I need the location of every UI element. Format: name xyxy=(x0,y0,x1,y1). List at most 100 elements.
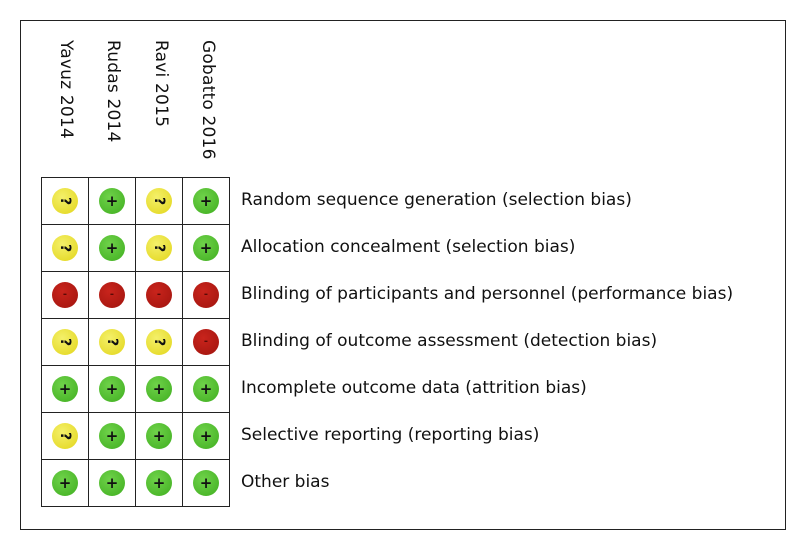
risk-symbol: + xyxy=(105,427,119,445)
risk-symbol: - xyxy=(109,289,115,300)
low-risk-icon: + xyxy=(193,470,219,496)
low-risk-icon: + xyxy=(146,423,172,449)
rating-cell: + xyxy=(88,412,136,460)
domain-label: Blinding of outcome assessment (detectio… xyxy=(241,331,658,351)
rating-cell: + xyxy=(41,459,89,507)
rating-cell: + xyxy=(88,459,136,507)
risk-symbol: + xyxy=(152,380,166,398)
rating-cell: - xyxy=(182,318,230,366)
domain-label: Allocation concealment (selection bias) xyxy=(241,237,576,257)
domain-row: ? +? + xyxy=(41,224,230,272)
rating-cell: ? xyxy=(88,318,136,366)
low-risk-icon: + xyxy=(52,376,78,402)
risk-symbol: + xyxy=(199,380,213,398)
risk-symbol: + xyxy=(199,239,213,257)
risk-symbol: + xyxy=(199,474,213,492)
low-risk-icon: + xyxy=(193,235,219,261)
rating-cell: ? xyxy=(41,318,89,366)
low-risk-icon: + xyxy=(52,470,78,496)
unclear-risk-icon: ? xyxy=(99,329,125,355)
rating-cell: + xyxy=(182,459,230,507)
rating-cell: + xyxy=(135,459,183,507)
rating-cell: + xyxy=(182,412,230,460)
rating-cell: + xyxy=(135,365,183,413)
domain-row: ? +? + xyxy=(41,177,230,225)
high-risk-icon: - xyxy=(52,282,78,308)
risk-symbol: + xyxy=(105,192,119,210)
unclear-risk-icon: ? xyxy=(52,235,78,261)
study-header: Ravi 2015 xyxy=(137,40,184,170)
risk-symbol: - xyxy=(62,289,68,300)
risk-of-bias-grid: ? +? +? +? + - - - -??? - + + + +? + + + + + + + xyxy=(41,177,230,507)
high-risk-icon: - xyxy=(193,329,219,355)
risk-symbol: - xyxy=(203,336,209,347)
risk-symbol: + xyxy=(105,239,119,257)
risk-symbol: ? xyxy=(104,337,120,347)
rating-cell: + xyxy=(182,224,230,272)
rating-cell: - xyxy=(182,271,230,319)
rating-cell: + xyxy=(182,177,230,225)
rating-cell: ? xyxy=(41,177,89,225)
risk-symbol: + xyxy=(58,474,72,492)
risk-symbol: ? xyxy=(57,196,73,206)
low-risk-icon: + xyxy=(193,188,219,214)
low-risk-icon: + xyxy=(99,235,125,261)
risk-symbol: ? xyxy=(57,337,73,347)
low-risk-icon: + xyxy=(146,470,172,496)
risk-symbol: + xyxy=(105,474,119,492)
study-name: Yavuz 2014 xyxy=(55,40,76,139)
rating-cell: ? xyxy=(41,224,89,272)
domain-row: + + + + xyxy=(41,459,230,507)
rating-cell: ? xyxy=(41,412,89,460)
risk-symbol: + xyxy=(152,427,166,445)
domain-row: ---- xyxy=(41,271,230,319)
risk-of-bias-figure xyxy=(20,20,786,530)
study-name: Ravi 2015 xyxy=(150,40,171,128)
rating-cell: ? xyxy=(135,177,183,225)
low-risk-icon: + xyxy=(99,188,125,214)
low-risk-icon: + xyxy=(99,376,125,402)
rating-cell: ? xyxy=(135,318,183,366)
rating-cell: - xyxy=(88,271,136,319)
rating-cell: ? xyxy=(135,224,183,272)
risk-symbol: + xyxy=(199,427,213,445)
domain-label: Random sequence generation (selection bi… xyxy=(241,190,632,210)
risk-symbol: ? xyxy=(57,243,73,253)
unclear-risk-icon: ? xyxy=(52,423,78,449)
domain-label: Blinding of participants and personnel (… xyxy=(241,284,734,304)
unclear-risk-icon: ? xyxy=(146,329,172,355)
low-risk-icon: + xyxy=(193,376,219,402)
high-risk-icon: - xyxy=(193,282,219,308)
risk-symbol: + xyxy=(152,474,166,492)
rating-cell: + xyxy=(182,365,230,413)
domain-label: Incomplete outcome data (attrition bias) xyxy=(241,378,587,398)
rating-cell: + xyxy=(88,177,136,225)
risk-symbol: ? xyxy=(151,243,167,253)
unclear-risk-icon: ? xyxy=(146,235,172,261)
low-risk-icon: + xyxy=(99,423,125,449)
risk-symbol: + xyxy=(199,192,213,210)
unclear-risk-icon: ? xyxy=(146,188,172,214)
rating-cell: + xyxy=(41,365,89,413)
high-risk-icon: - xyxy=(146,282,172,308)
risk-symbol: + xyxy=(105,380,119,398)
domain-row: ??? - xyxy=(41,318,230,366)
risk-symbol: ? xyxy=(151,196,167,206)
domain-row: + + + + xyxy=(41,365,230,413)
study-header: Rudas 2014 xyxy=(90,40,137,170)
rating-cell: + xyxy=(135,412,183,460)
rating-cell: + xyxy=(88,365,136,413)
risk-symbol: - xyxy=(156,289,162,300)
domain-label: Selective reporting (reporting bias) xyxy=(241,425,540,445)
unclear-risk-icon: ? xyxy=(52,188,78,214)
low-risk-icon: + xyxy=(99,470,125,496)
low-risk-icon: + xyxy=(146,376,172,402)
study-header: Gobatto 2016 xyxy=(185,40,232,170)
study-name: Gobatto 2016 xyxy=(198,40,218,160)
rating-cell: - xyxy=(135,271,183,319)
risk-symbol: ? xyxy=(57,431,73,441)
rating-cell: - xyxy=(41,271,89,319)
unclear-risk-icon: ? xyxy=(52,329,78,355)
study-name: Rudas 2014 xyxy=(103,40,123,143)
risk-symbol: - xyxy=(203,289,209,300)
